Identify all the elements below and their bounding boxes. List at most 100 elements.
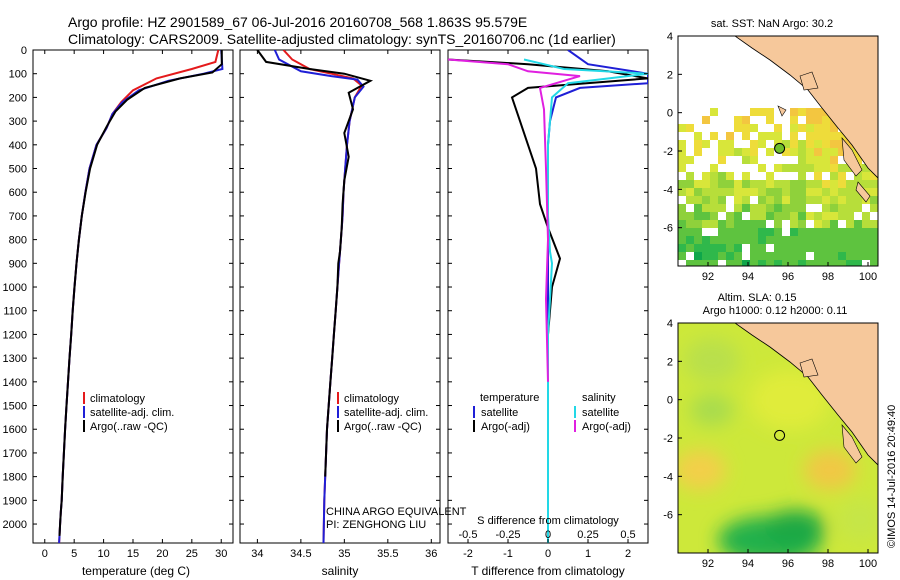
sst-pixel bbox=[742, 172, 750, 180]
sst-pixel bbox=[678, 140, 686, 148]
sst-pixel bbox=[854, 244, 862, 252]
annotation-line1: CHINA ARGO EQUIVALENT bbox=[326, 506, 467, 518]
map-x-tick-label: 96 bbox=[782, 558, 794, 570]
sst-pixel bbox=[782, 204, 790, 212]
sst-pixel bbox=[798, 212, 806, 220]
sst-pixel bbox=[710, 260, 718, 266]
sst-pixel bbox=[862, 252, 870, 260]
map-y-tick-label: 4 bbox=[667, 318, 673, 330]
sst-pixel bbox=[822, 180, 830, 188]
sst-pixel bbox=[710, 108, 718, 116]
sst-pixel bbox=[734, 220, 742, 228]
sst-pixel bbox=[686, 236, 694, 244]
sst-pixel bbox=[862, 244, 870, 252]
sst-pixel bbox=[774, 164, 782, 172]
legend-label: Argo(..raw -QC) bbox=[344, 421, 422, 433]
map-y-tick-label: 4 bbox=[667, 31, 673, 43]
sst-pixel bbox=[838, 196, 846, 204]
sst-pixel bbox=[766, 132, 774, 140]
sst-pixel bbox=[830, 236, 838, 244]
sst-pixel bbox=[718, 252, 726, 260]
sst-pixel bbox=[870, 252, 878, 260]
sst-pixel bbox=[870, 244, 878, 252]
sst-map-body bbox=[678, 36, 878, 266]
sst-pixel bbox=[814, 156, 822, 164]
sst-pixel bbox=[782, 180, 790, 188]
sst-pixel bbox=[726, 172, 734, 180]
sst-pixel bbox=[814, 124, 822, 132]
series-line-argo-raw-qc- bbox=[58, 50, 223, 536]
sst-pixel bbox=[870, 220, 878, 228]
x-tick-label: 30 bbox=[215, 548, 227, 560]
sst-pixel bbox=[790, 196, 798, 204]
x-tick-label: 25 bbox=[186, 548, 198, 560]
sumatra-land bbox=[734, 323, 878, 466]
sst-pixel bbox=[774, 244, 782, 252]
sst-pixel bbox=[798, 260, 806, 266]
sst-pixel bbox=[854, 220, 862, 228]
sla-map-subtitle: Argo h1000: 0.12 h2000: 0.11 bbox=[703, 305, 848, 317]
sst-pixel bbox=[710, 204, 718, 212]
sst-pixel bbox=[726, 220, 734, 228]
sst-pixel bbox=[686, 196, 694, 204]
map-x-tick-label: 98 bbox=[822, 558, 834, 570]
sst-pixel bbox=[862, 164, 870, 172]
sst-pixel bbox=[862, 172, 870, 180]
sst-pixel bbox=[710, 220, 718, 228]
sst-pixel bbox=[686, 124, 694, 132]
sst-pixel bbox=[846, 204, 854, 212]
sst-pixel bbox=[726, 260, 734, 266]
sst-pixel bbox=[814, 260, 822, 266]
sst-pixel bbox=[702, 180, 710, 188]
sst-pixel bbox=[750, 252, 758, 260]
x-tick-label: 35.5 bbox=[377, 548, 398, 560]
sst-pixel bbox=[814, 236, 822, 244]
sst-pixel bbox=[838, 140, 846, 148]
depth-tick-label: 600 bbox=[9, 187, 27, 199]
sst-pixel bbox=[830, 260, 838, 266]
sst-pixel bbox=[758, 204, 766, 212]
sst-pixel bbox=[694, 236, 702, 244]
sst-pixel bbox=[830, 212, 838, 220]
sst-pixel bbox=[726, 228, 734, 236]
sst-pixel bbox=[822, 124, 830, 132]
sst-pixel bbox=[790, 132, 798, 140]
depth-tick-label: 200 bbox=[9, 92, 27, 104]
sst-pixel bbox=[694, 196, 702, 204]
sst-pixel bbox=[766, 228, 774, 236]
sst-pixel bbox=[846, 196, 854, 204]
argo-position-marker bbox=[774, 142, 786, 154]
x-tick-label: 1 bbox=[585, 548, 591, 560]
sst-pixel bbox=[830, 124, 838, 132]
sst-pixel bbox=[830, 252, 838, 260]
sst-pixel bbox=[758, 108, 766, 116]
sst-pixel bbox=[694, 140, 702, 148]
sst-pixel bbox=[838, 252, 846, 260]
sst-pixel bbox=[838, 164, 846, 172]
x-tick-label-top: -0.5 bbox=[459, 529, 478, 541]
sst-pixel bbox=[702, 260, 710, 266]
sst-pixel bbox=[774, 132, 782, 140]
sst-pixel bbox=[766, 148, 774, 156]
sst-pixel bbox=[782, 188, 790, 196]
difference-xlabel-top: S difference from climatology bbox=[477, 515, 619, 527]
sst-pixels bbox=[678, 108, 878, 266]
sst-pixel bbox=[846, 180, 854, 188]
depth-tick-label: 1000 bbox=[3, 282, 27, 294]
sst-pixel bbox=[830, 180, 838, 188]
sst-pixel bbox=[734, 116, 742, 124]
sst-pixel bbox=[702, 212, 710, 220]
sst-pixel bbox=[734, 124, 742, 132]
sst-pixel bbox=[790, 204, 798, 212]
sst-pixel bbox=[766, 188, 774, 196]
sst-pixel bbox=[702, 236, 710, 244]
sst-pixel bbox=[758, 260, 766, 266]
sst-pixel bbox=[742, 116, 750, 124]
sst-pixel bbox=[694, 260, 702, 266]
sst-pixel bbox=[814, 180, 822, 188]
map-x-tick-label: 100 bbox=[859, 558, 877, 570]
sst-pixel bbox=[766, 116, 774, 124]
sst-pixel bbox=[814, 244, 822, 252]
map-y-tick-label: 2 bbox=[667, 69, 673, 81]
sst-pixel bbox=[854, 252, 862, 260]
